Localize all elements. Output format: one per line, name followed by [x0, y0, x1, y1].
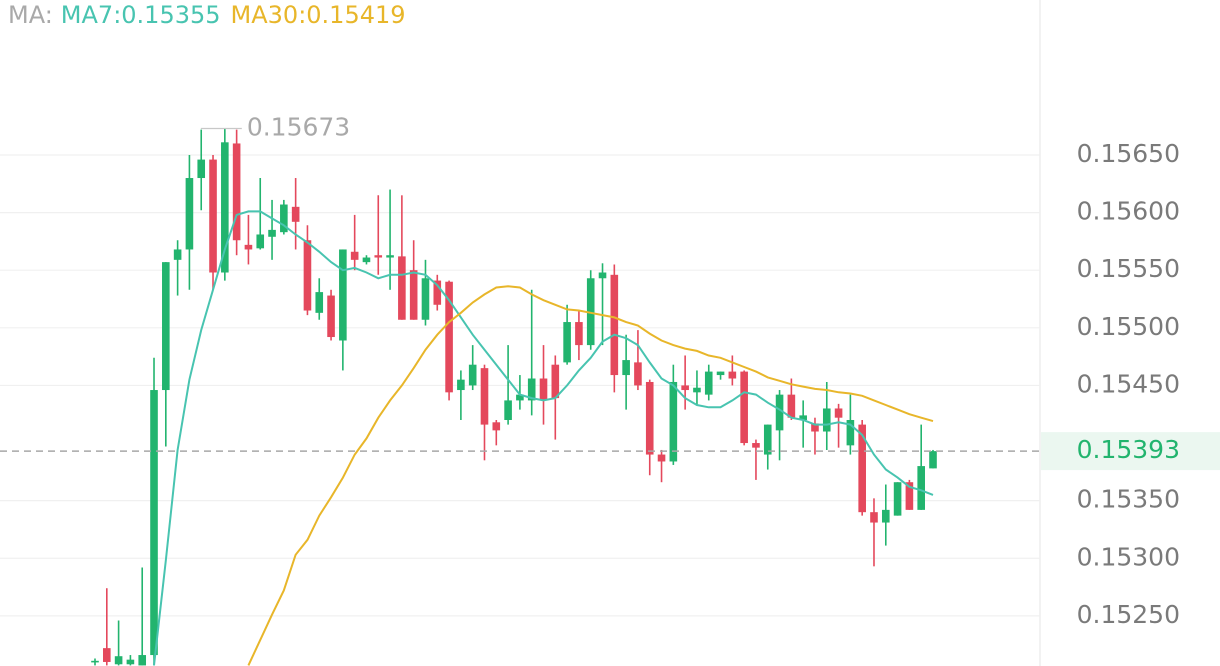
candle-body: [752, 443, 760, 448]
candle-body: [232, 143, 241, 241]
candle-body: [775, 394, 784, 431]
candle-body: [162, 262, 170, 391]
candle-body: [669, 381, 678, 462]
candle-body: [244, 244, 253, 250]
candle-body: [185, 178, 194, 250]
candle-body: [350, 251, 359, 260]
candle-body: [929, 451, 937, 469]
candle-body: [657, 454, 666, 462]
candle-body: [315, 292, 324, 313]
y-tick-label: 0.15350: [1077, 485, 1180, 514]
ma-line: [247, 285, 934, 666]
candle-body: [575, 322, 583, 346]
legend-item: MA7:0.15355: [61, 1, 221, 29]
candle-body: [91, 660, 99, 663]
candle-body: [480, 368, 489, 425]
y-tick-label: 0.15600: [1077, 197, 1180, 226]
legend-item: MA30:0.15419: [231, 1, 406, 29]
candle-body: [126, 659, 135, 665]
candle-body: [362, 257, 371, 263]
candle-body: [173, 249, 182, 260]
candle-body: [846, 419, 855, 446]
candle-body: [114, 656, 123, 665]
candle-body: [268, 229, 276, 237]
candle-body: [280, 204, 288, 233]
candle-body: [386, 255, 394, 258]
y-tick-label: 0.15550: [1077, 254, 1180, 283]
ma-line: [153, 210, 934, 666]
max-label: 0.15673: [247, 112, 350, 141]
candle-body: [527, 378, 536, 401]
candle-body: [716, 371, 725, 376]
candle-body: [834, 408, 843, 418]
candle-body: [504, 400, 512, 420]
candle-body: [398, 256, 406, 320]
candle-body: [492, 422, 501, 431]
ma-legend: MA:: [8, 1, 53, 29]
candle-body: [858, 424, 866, 513]
candle-body: [327, 295, 335, 338]
candle-body: [787, 394, 796, 418]
legend-prefix: MA:: [8, 1, 53, 29]
last-price-label: 0.15393: [1077, 435, 1180, 464]
candle-body: [221, 142, 229, 273]
candle-body: [681, 385, 689, 391]
candle-body: [610, 274, 619, 376]
candle-body: [291, 206, 300, 222]
candle-body: [740, 371, 748, 444]
candle-body: [209, 159, 217, 273]
last-price-box: [1041, 432, 1220, 471]
candle-body: [799, 415, 807, 420]
candle-body: [150, 390, 158, 656]
candle-body: [622, 360, 630, 376]
candle-body: [645, 381, 654, 455]
candle-body: [881, 509, 890, 523]
candle-body: [457, 379, 465, 391]
candle-body: [917, 466, 925, 510]
candle-body: [197, 159, 206, 179]
candle-body: [811, 423, 819, 432]
candle-body: [516, 394, 524, 401]
candle-body: [433, 280, 442, 305]
candle-body: [893, 482, 902, 516]
candle-body: [303, 240, 312, 311]
candle-body: [598, 272, 607, 279]
y-tick-label: 0.15300: [1077, 542, 1180, 571]
candle-body: [103, 648, 111, 662]
candle-body: [822, 408, 831, 432]
candle-body: [693, 387, 701, 393]
candle-body: [468, 364, 477, 386]
candle-body: [551, 364, 560, 399]
candle-body: [905, 482, 914, 510]
candle-body: [870, 512, 878, 523]
candle-body: [421, 278, 430, 320]
y-tick-label: 0.15650: [1077, 139, 1180, 168]
candle-body: [634, 362, 642, 386]
candle-body: [374, 255, 383, 258]
y-tick-label: 0.15500: [1077, 312, 1180, 341]
candle-body: [445, 281, 453, 393]
candle-body: [256, 234, 265, 249]
candle-body: [138, 655, 147, 666]
y-tick-label: 0.15250: [1077, 600, 1180, 629]
candle-body: [539, 378, 548, 401]
candle-body: [339, 249, 347, 341]
candle-body: [763, 424, 772, 455]
y-tick-label: 0.15450: [1077, 369, 1180, 398]
candle-body: [563, 322, 571, 363]
candle-body: [409, 270, 418, 320]
candle-body: [704, 371, 713, 395]
candle-body: [728, 371, 737, 379]
candle-body: [586, 278, 595, 346]
